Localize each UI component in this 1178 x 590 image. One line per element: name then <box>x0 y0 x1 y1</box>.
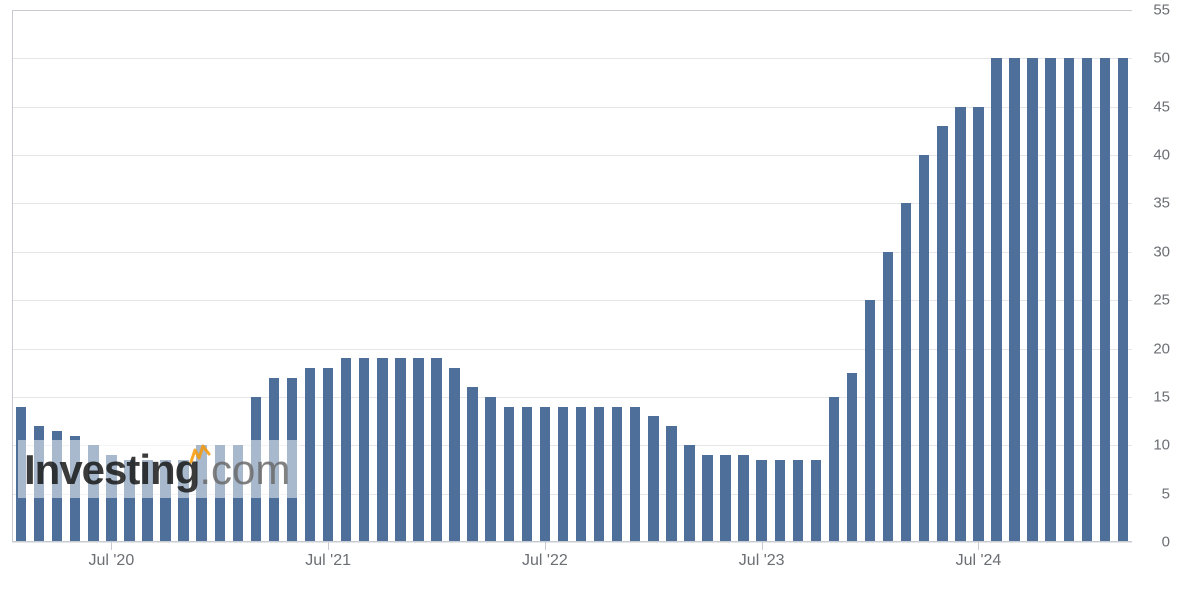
bar <box>1118 58 1128 542</box>
bar <box>485 397 495 542</box>
bar <box>377 358 387 542</box>
bar <box>467 387 477 542</box>
investing-watermark: Investing .com <box>18 440 300 498</box>
bar <box>323 368 333 542</box>
bar <box>955 107 965 542</box>
bar <box>359 358 369 542</box>
bar <box>684 445 694 542</box>
y-tick-label: 0 <box>1162 534 1170 551</box>
bar <box>865 300 875 542</box>
bar <box>305 368 315 542</box>
bar <box>558 407 568 542</box>
x-tick-label: Jul '22 <box>522 552 568 570</box>
bar <box>395 358 405 542</box>
bar <box>919 155 929 542</box>
y-tick-label: 35 <box>1153 195 1170 212</box>
bar <box>522 407 532 542</box>
y-tick-label: 40 <box>1153 147 1170 164</box>
bar <box>1082 58 1092 542</box>
bar <box>1009 58 1019 542</box>
bar <box>811 460 821 542</box>
watermark-light: .com <box>199 446 290 494</box>
y-tick-label: 45 <box>1153 98 1170 115</box>
bar <box>648 416 658 542</box>
x-tick-label: Jul '20 <box>88 552 134 570</box>
bar <box>431 358 441 542</box>
x-tick-label: Jul '23 <box>739 552 785 570</box>
bar <box>1027 58 1037 542</box>
bar <box>576 407 586 542</box>
x-tick-label: Jul '24 <box>956 552 1002 570</box>
bar <box>666 426 676 542</box>
bar <box>720 455 730 542</box>
y-tick-label: 50 <box>1153 50 1170 67</box>
bar <box>829 397 839 542</box>
bar <box>1100 58 1110 542</box>
watermark-bold: Investing <box>24 446 199 494</box>
axis-top-line <box>12 10 1132 11</box>
bar <box>775 460 785 542</box>
bar <box>449 368 459 542</box>
y-tick-label: 20 <box>1153 340 1170 357</box>
bar <box>901 203 911 542</box>
bar <box>341 358 351 542</box>
y-tick-label: 25 <box>1153 292 1170 309</box>
bar <box>973 107 983 542</box>
y-tick-label: 55 <box>1153 2 1170 19</box>
bar <box>793 460 803 542</box>
bar <box>594 407 604 542</box>
y-tick-label: 10 <box>1153 437 1170 454</box>
x-tick <box>978 542 979 550</box>
bar <box>883 252 893 542</box>
bar <box>504 407 514 542</box>
bar <box>413 358 423 542</box>
y-tick-label: 5 <box>1162 485 1170 502</box>
bar <box>630 407 640 542</box>
bar <box>1045 58 1055 542</box>
bar <box>702 455 712 542</box>
bar <box>1064 58 1074 542</box>
rate-bar-chart: 0510152025303540455055 Jul '20Jul '21Jul… <box>0 0 1178 590</box>
bar <box>738 455 748 542</box>
x-tick <box>328 542 329 550</box>
x-axis: Jul '20 Jul '21 Jul '22 Jul '23 Jul '24 <box>12 542 1132 572</box>
x-tick <box>762 542 763 550</box>
y-tick-label: 30 <box>1153 243 1170 260</box>
x-tick-label: Jul '21 <box>305 552 351 570</box>
bar <box>991 58 1001 542</box>
bar <box>540 407 550 542</box>
bar <box>847 373 857 542</box>
bar <box>756 460 766 542</box>
axis-left-line <box>12 10 13 542</box>
y-tick-label: 15 <box>1153 388 1170 405</box>
x-tick <box>111 542 112 550</box>
bar <box>612 407 622 542</box>
bar <box>937 126 947 542</box>
x-tick <box>545 542 546 550</box>
